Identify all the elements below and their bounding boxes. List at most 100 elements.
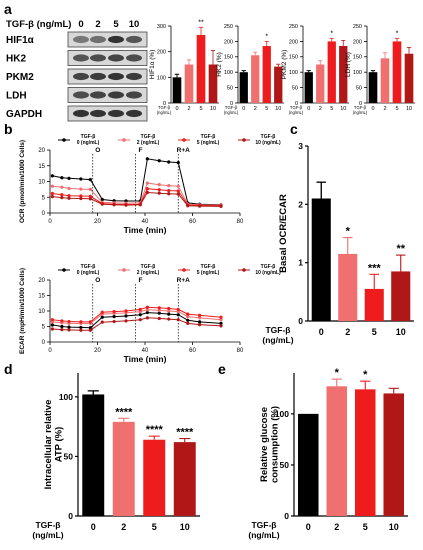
x-tick-label: 2	[187, 106, 190, 112]
data-point	[60, 193, 64, 197]
data-point	[67, 325, 71, 329]
bar	[82, 394, 105, 516]
significance-label: ****	[115, 406, 133, 418]
bar	[364, 288, 384, 321]
y-tick-label: 0	[42, 211, 46, 217]
data-point	[167, 192, 171, 196]
y-tick-label: 100	[289, 70, 298, 76]
x-axis-label: TGF-β (ng/mL)	[248, 520, 279, 540]
data-point	[167, 309, 171, 313]
data-point	[124, 203, 128, 207]
data-point	[112, 199, 116, 203]
chart-c: 0 1 2 3 Basal OCR/ECAR 0 * 2 *** 5 ** 10 TGF-β (ng/mL…	[262, 141, 414, 345]
y-tick-label: 250	[289, 24, 298, 30]
data-point	[186, 312, 190, 316]
data-point	[79, 187, 83, 191]
bar	[251, 55, 260, 103]
data-point	[60, 176, 64, 180]
data-point	[157, 308, 161, 312]
bar	[327, 41, 336, 103]
data-point	[88, 178, 92, 182]
y-tick-label: 300	[157, 24, 166, 30]
bar	[112, 421, 135, 516]
data-point	[138, 318, 142, 322]
band	[90, 35, 106, 44]
bar	[274, 66, 283, 103]
data-point	[157, 191, 161, 195]
data-point	[67, 194, 71, 198]
band	[108, 72, 124, 81]
series-line	[52, 312, 222, 329]
data-point	[138, 203, 142, 207]
data-point	[145, 187, 149, 191]
x-axis-label: TGF-β (ng/mL)	[32, 520, 63, 540]
x-tick-label: 10	[406, 106, 412, 112]
significance-label: ****	[176, 427, 194, 439]
bar	[392, 41, 402, 103]
data-point	[145, 308, 149, 312]
data-point	[60, 328, 64, 332]
data-point	[176, 318, 180, 322]
legend-label: TGF-β 10 (ng/mL)	[255, 134, 281, 146]
data-point	[186, 318, 190, 322]
y-axis-label: PKM2 (%)	[281, 50, 288, 80]
data-point	[124, 319, 128, 323]
y-tick-label: 10	[38, 309, 45, 315]
band	[90, 72, 106, 81]
y-tick-label: 50	[292, 86, 298, 92]
y-tick-label: 15	[38, 164, 45, 170]
significance-label: *	[265, 33, 268, 40]
chart-a-ldh: 0 50 100 150 200 250 LDH (%) 0 2 * 5 10 TGF-β (ng/mL)	[345, 24, 415, 115]
bar	[297, 413, 319, 516]
lane-label: 2	[95, 19, 100, 30]
x-tick-label: 5	[395, 106, 398, 112]
y-tick-label: 200	[289, 39, 298, 45]
data-point	[124, 199, 128, 203]
x-tick-label: 20	[94, 348, 101, 354]
data-point	[50, 191, 54, 196]
series-line	[52, 191, 222, 207]
data-point	[219, 315, 223, 319]
data-point	[79, 325, 83, 330]
x-tick-label: 2	[121, 522, 126, 532]
data-point	[145, 181, 149, 185]
x-axis-label: TGF-β (ng/mL)	[353, 105, 368, 115]
data-point	[60, 324, 64, 329]
y-tick-label: 0	[295, 101, 298, 107]
data-point	[50, 318, 54, 322]
band	[108, 35, 124, 44]
x-tick-label: 2	[254, 106, 257, 112]
legend-swatch-marker	[242, 268, 246, 272]
y-tick-label: 1	[298, 258, 303, 268]
band	[73, 54, 89, 62]
y-tick-label: 150	[224, 55, 233, 61]
significance-label: ****	[146, 424, 164, 436]
x-tick-label: 2	[334, 522, 339, 532]
band	[126, 35, 142, 44]
y-axis-label: Intracellular relativeATP (%)	[43, 400, 65, 490]
data-point	[186, 314, 190, 319]
data-point	[198, 204, 202, 208]
data-point	[198, 320, 202, 324]
bar	[326, 386, 348, 516]
y-tick-label: 15	[38, 294, 45, 300]
bar	[172, 77, 182, 103]
x-tick-label: 80	[237, 219, 244, 225]
data-point	[112, 319, 116, 324]
y-tick-label: 0	[230, 101, 233, 107]
lane-label: 10	[129, 19, 140, 30]
x-tick-label: 0	[48, 348, 52, 354]
y-tick-label: 100	[275, 409, 289, 419]
y-tick-label: 5	[42, 325, 46, 331]
data-point	[50, 174, 54, 178]
y-tick-label: 150	[353, 55, 362, 61]
x-tick-label: 0	[306, 522, 311, 532]
legend-label: TGF-β 2 (ng/mL)	[137, 134, 160, 146]
bar	[143, 439, 166, 516]
data-point	[79, 328, 83, 332]
bar	[368, 72, 378, 103]
data-point	[50, 323, 54, 327]
x-tick-label: 0	[242, 106, 245, 112]
data-point	[219, 324, 223, 328]
